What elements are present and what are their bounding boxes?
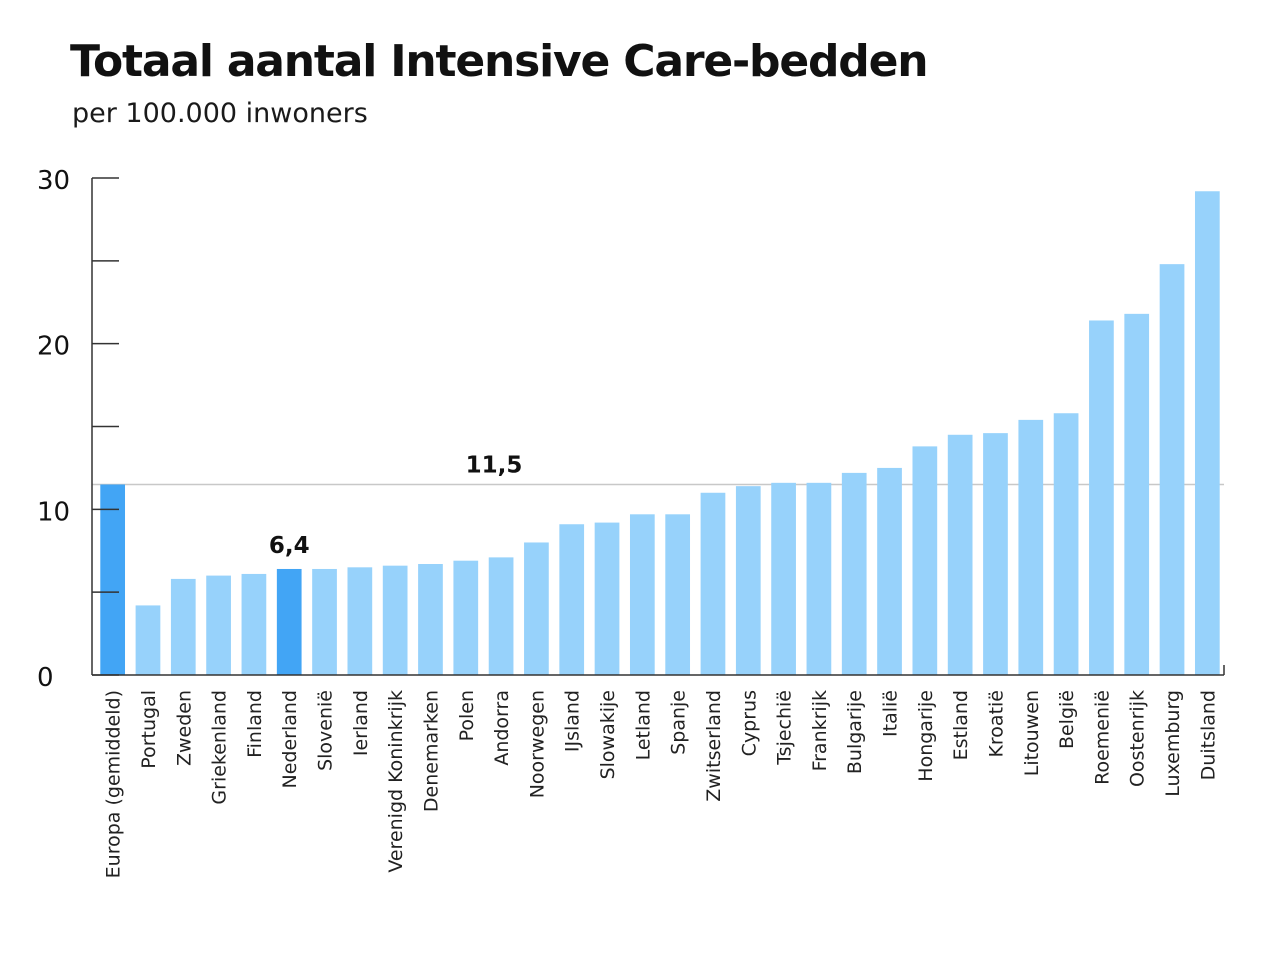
bar bbox=[700, 492, 726, 675]
bar bbox=[418, 564, 443, 675]
category-label: Noorwegen bbox=[526, 690, 548, 798]
bar bbox=[983, 433, 1008, 675]
bar bbox=[1089, 320, 1114, 675]
category-label: Bulgarije bbox=[844, 690, 866, 774]
bar bbox=[1194, 191, 1220, 675]
bar bbox=[771, 482, 796, 675]
category-label: Denemarken bbox=[420, 690, 442, 812]
bar bbox=[276, 568, 302, 675]
category-label: Slowakije bbox=[597, 690, 619, 779]
category-label: Finland bbox=[244, 690, 266, 758]
reference-line-label: 11,5 bbox=[466, 452, 523, 478]
bar bbox=[524, 542, 549, 675]
bar bbox=[488, 557, 514, 675]
category-label: Portugal bbox=[138, 690, 160, 769]
category-label: Europa (gemiddeld) bbox=[103, 690, 125, 878]
category-label: Roemenië bbox=[1091, 690, 1113, 785]
category-label: Cyprus bbox=[738, 690, 760, 756]
bar bbox=[100, 484, 126, 675]
category-label: Letland bbox=[632, 690, 654, 760]
bar bbox=[1053, 413, 1079, 675]
bar bbox=[135, 605, 161, 675]
chart-title: Totaal aantal Intensive Care-bedden bbox=[70, 36, 929, 87]
category-label: België bbox=[1056, 690, 1078, 749]
category-label: Hongarije bbox=[915, 690, 937, 782]
bar bbox=[629, 514, 655, 675]
bar bbox=[559, 524, 585, 675]
category-label: Spanje bbox=[668, 690, 690, 755]
category-label: Estland bbox=[950, 690, 972, 760]
bar bbox=[841, 472, 867, 675]
bar bbox=[347, 567, 373, 675]
bar bbox=[453, 560, 479, 675]
y-tick-label: 30 bbox=[37, 166, 70, 196]
category-label: Griekenland bbox=[209, 690, 231, 805]
bar bbox=[947, 434, 973, 675]
bar bbox=[665, 514, 691, 675]
category-label: Oostenrijk bbox=[1127, 690, 1149, 787]
bar bbox=[877, 467, 902, 675]
bar bbox=[806, 482, 832, 675]
y-tick-label: 0 bbox=[37, 663, 54, 693]
y-tick-label: 20 bbox=[37, 332, 70, 362]
category-label: Andorra bbox=[491, 690, 513, 766]
category-label: Duitsland bbox=[1197, 690, 1219, 780]
bar bbox=[170, 578, 196, 675]
bar bbox=[735, 486, 761, 675]
category-label: Nederland bbox=[279, 690, 301, 789]
bar bbox=[312, 568, 337, 675]
bar bbox=[206, 575, 231, 675]
category-label: Luxemburg bbox=[1162, 690, 1184, 797]
category-label: Zweden bbox=[173, 690, 195, 766]
category-label: Verenigd Koninkrijk bbox=[385, 690, 407, 873]
category-label: Polen bbox=[456, 690, 478, 741]
bar bbox=[1018, 419, 1044, 675]
category-label: Tsjechië bbox=[774, 690, 796, 766]
chart-subtitle: per 100.000 inwoners bbox=[72, 98, 368, 129]
bar bbox=[912, 446, 938, 675]
category-label: Kroatië bbox=[985, 690, 1007, 758]
category-label: Italië bbox=[880, 690, 902, 737]
category-label: Litouwen bbox=[1021, 690, 1043, 776]
bar bbox=[1159, 264, 1185, 675]
category-label: Frankrijk bbox=[809, 690, 831, 771]
bar bbox=[594, 522, 620, 675]
bar bbox=[241, 573, 267, 675]
bar bbox=[382, 565, 408, 675]
category-label: Ierland bbox=[350, 690, 372, 756]
bar-value-label: 6,4 bbox=[269, 533, 310, 559]
category-label: IJsland bbox=[562, 690, 584, 752]
category-label: Zwitserland bbox=[703, 690, 725, 802]
category-label: Slovenië bbox=[315, 690, 337, 771]
y-tick-label: 10 bbox=[37, 497, 70, 527]
bar bbox=[1124, 313, 1150, 675]
